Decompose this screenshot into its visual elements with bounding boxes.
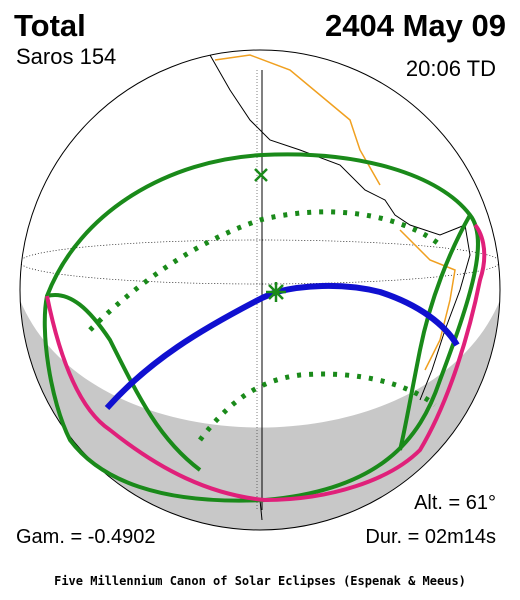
saros: Saros 154	[16, 44, 117, 69]
equator	[20, 239, 500, 285]
duration: Dur. = 02m14s	[365, 526, 496, 548]
greatest-eclipse-star	[266, 282, 286, 302]
altitude: Alt. = 61°	[414, 492, 496, 514]
globe-outline	[19, 49, 501, 531]
coastline	[209, 54, 471, 401]
island	[259, 499, 263, 521]
northern-limit	[88, 209, 442, 332]
rise-set-curves	[46, 214, 472, 472]
max-eclipse-marker	[254, 168, 268, 182]
eclipse-date: 2404 May 09	[325, 8, 506, 43]
penumbra-limit	[42, 152, 481, 503]
borders	[214, 54, 456, 371]
eclipse-type: Total	[14, 8, 86, 43]
gamma: Gam. = -0.4902	[16, 526, 156, 548]
southern-limit	[198, 371, 437, 442]
time: 20:06 TD	[405, 56, 496, 81]
magenta-limit	[45, 223, 487, 503]
central-line	[104, 282, 460, 411]
footer-credit: Five Millennium Canon of Solar Eclipses …	[54, 574, 466, 588]
